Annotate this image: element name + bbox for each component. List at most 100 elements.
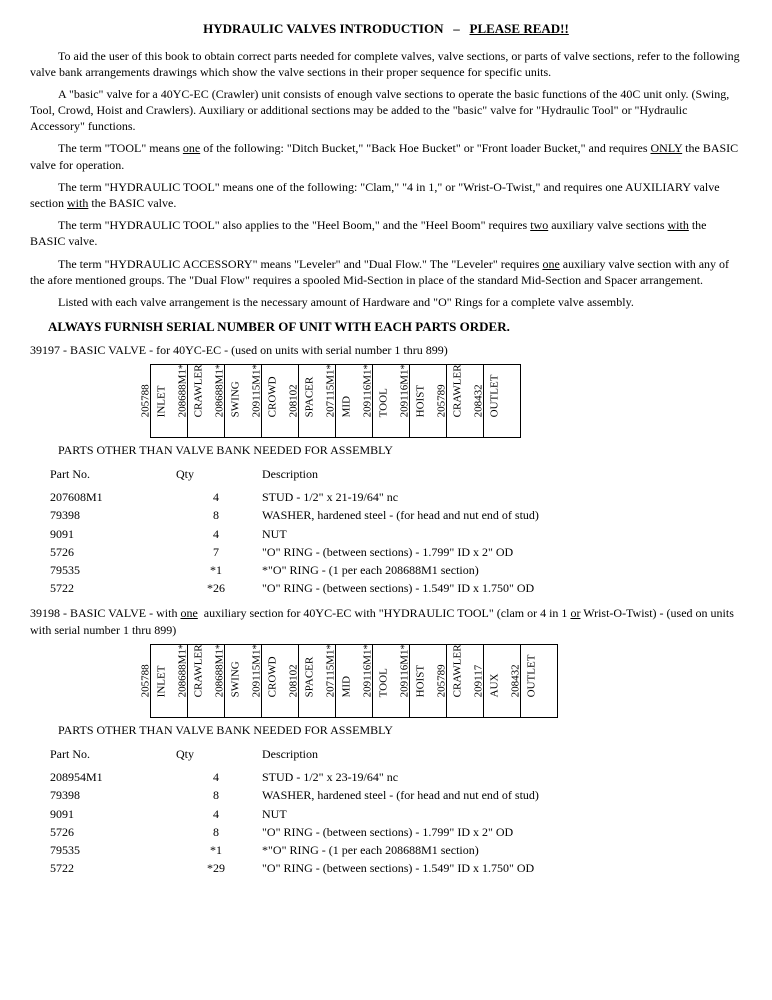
valve-pn: 209116M1* xyxy=(398,364,410,417)
parts-col-header: Description xyxy=(262,744,762,768)
table-cell: 8 xyxy=(176,786,262,804)
valve-pn: 208102 xyxy=(287,664,299,697)
valve-label: OUTLET xyxy=(524,655,539,698)
table-row: 208954M14STUD - 1/2" x 23-19/64" nc xyxy=(50,768,762,786)
parts-col-header: Qty xyxy=(176,744,262,768)
table-cell: 8 xyxy=(176,506,262,524)
valve-label: SPACER xyxy=(302,657,317,698)
intro-paragraph: The term "HYDRAULIC TOOL" also applies t… xyxy=(30,217,742,249)
intro-paragraphs: To aid the user of this book to obtain c… xyxy=(30,48,742,311)
intro-paragraph: The term "HYDRAULIC TOOL" means one of t… xyxy=(30,179,742,211)
valve-label: OUTLET xyxy=(487,375,502,418)
table-cell: *29 xyxy=(176,859,262,877)
valve-pn: 208432 xyxy=(472,385,484,418)
table-row: 793988WASHER, hardened steel - (for head… xyxy=(50,506,762,524)
intro-paragraph: The term "TOOL" means one of the followi… xyxy=(30,140,742,172)
valve-pn: 205789 xyxy=(435,664,447,697)
title-sep: – xyxy=(453,21,460,36)
table-cell: 5726 xyxy=(50,823,176,841)
parts-section-label: PARTS OTHER THAN VALVE BANK NEEDED FOR A… xyxy=(58,442,742,458)
valve-label: TOOL xyxy=(376,364,391,417)
valve-pn: 205788 xyxy=(139,664,151,697)
valve-label: SPACER xyxy=(302,377,317,418)
valve-pn: 208688M1* xyxy=(213,364,225,418)
intro-paragraph: A "basic" valve for a 40YC-EC (Crawler) … xyxy=(30,86,742,135)
table-cell: 8 xyxy=(176,823,262,841)
table-row: 90914NUT xyxy=(50,805,762,823)
page-title: HYDRAULIC VALVES INTRODUCTION – PLEASE R… xyxy=(30,20,742,38)
table-row: 90914NUT xyxy=(50,525,762,543)
parts-col-header: Part No. xyxy=(50,744,176,768)
table-cell: WASHER, hardened steel - (for head and n… xyxy=(262,506,762,524)
valve-label: CRAWLER xyxy=(450,645,465,698)
valve-item: 39198 - BASIC VALVE - with one auxiliary… xyxy=(30,605,742,877)
valve-pn: 209115M1* xyxy=(250,644,262,697)
table-cell: *"O" RING - (1 per each 208688M1 section… xyxy=(262,561,762,579)
title-left: HYDRAULIC VALVES INTRODUCTION xyxy=(203,21,443,36)
valve-label: AUX xyxy=(487,665,502,698)
valve-pn: 205789 xyxy=(435,385,447,418)
valve-item-header: 39198 - BASIC VALVE - with one auxiliary… xyxy=(30,605,742,637)
valve-pn: 209116M1* xyxy=(361,364,373,417)
valve-bank: 205788INLET208688M1*CRAWLER208688M1*SWIN… xyxy=(150,364,742,438)
valve-pn: 208688M1* xyxy=(176,644,188,698)
table-cell: WASHER, hardened steel - (for head and n… xyxy=(262,786,762,804)
table-cell: *"O" RING - (1 per each 208688M1 section… xyxy=(262,841,762,859)
valve-label: MID xyxy=(339,644,354,697)
table-row: 793988WASHER, hardened steel - (for head… xyxy=(50,786,762,804)
valve-label: HOIST xyxy=(413,644,428,697)
table-cell: NUT xyxy=(262,525,762,543)
valve-pn: 208432 xyxy=(509,664,521,697)
valve-label: CROWD xyxy=(265,644,280,697)
parts-col-header: Description xyxy=(262,464,762,488)
table-cell: 79398 xyxy=(50,786,176,804)
valve-label: SWING xyxy=(228,364,243,418)
valve-pn: 208688M1* xyxy=(176,364,188,418)
valve-label: INLET xyxy=(154,664,169,697)
table-row: 207608M14STUD - 1/2" x 21-19/64" nc xyxy=(50,488,762,506)
valve-pn: 209116M1* xyxy=(398,644,410,697)
valve-pn: 207115M1* xyxy=(324,644,336,697)
valve-label: CRAWLER xyxy=(191,644,206,698)
table-row: 79535*1*"O" RING - (1 per each 208688M1 … xyxy=(50,841,762,859)
table-cell: 4 xyxy=(176,768,262,786)
always-furnish-line: ALWAYS FURNISH SERIAL NUMBER OF UNIT WIT… xyxy=(48,318,742,336)
valve-label: MID xyxy=(339,364,354,417)
table-row: 5722*26"O" RING - (between sections) - 1… xyxy=(50,579,762,597)
parts-col-header: Qty xyxy=(176,464,262,488)
valve-pn: 208102 xyxy=(287,385,299,418)
table-row: 57268"O" RING - (between sections) - 1.7… xyxy=(50,823,762,841)
table-cell: 5726 xyxy=(50,543,176,561)
table-cell: 4 xyxy=(176,805,262,823)
table-cell: 4 xyxy=(176,488,262,506)
valve-pn: 209116M1* xyxy=(361,644,373,697)
table-cell: *26 xyxy=(176,579,262,597)
valve-label: SWING xyxy=(228,644,243,698)
table-cell: 5722 xyxy=(50,859,176,877)
table-cell: 208954M1 xyxy=(50,768,176,786)
intro-paragraph: Listed with each valve arrangement is th… xyxy=(30,294,742,310)
valve-pn: 209117 xyxy=(472,665,484,698)
table-cell: STUD - 1/2" x 21-19/64" nc xyxy=(262,488,762,506)
valve-label: CRAWLER xyxy=(450,365,465,418)
intro-paragraph: The term "HYDRAULIC ACCESSORY" means "Le… xyxy=(30,256,742,288)
valve-label: HOIST xyxy=(413,364,428,417)
valve-section: 208432OUTLET xyxy=(484,364,521,438)
table-cell: 79535 xyxy=(50,561,176,579)
table-cell: NUT xyxy=(262,805,762,823)
table-cell: 9091 xyxy=(50,805,176,823)
table-cell: "O" RING - (between sections) - 1.799" I… xyxy=(262,543,762,561)
valve-bank: 205788INLET208688M1*CRAWLER208688M1*SWIN… xyxy=(150,644,742,718)
valve-pn: 208688M1* xyxy=(213,644,225,698)
table-cell: "O" RING - (between sections) - 1.549" I… xyxy=(262,579,762,597)
parts-col-header: Part No. xyxy=(50,464,176,488)
valve-label: TOOL xyxy=(376,644,391,697)
table-cell: "O" RING - (between sections) - 1.799" I… xyxy=(262,823,762,841)
table-cell: 79398 xyxy=(50,506,176,524)
parts-table: Part No.QtyDescription208954M14STUD - 1/… xyxy=(50,744,762,877)
valve-label: CRAWLER xyxy=(191,364,206,418)
table-cell: STUD - 1/2" x 23-19/64" nc xyxy=(262,768,762,786)
valve-item: 39197 - BASIC VALVE - for 40YC-EC - (use… xyxy=(30,342,742,598)
table-cell: 9091 xyxy=(50,525,176,543)
table-cell: *1 xyxy=(176,841,262,859)
